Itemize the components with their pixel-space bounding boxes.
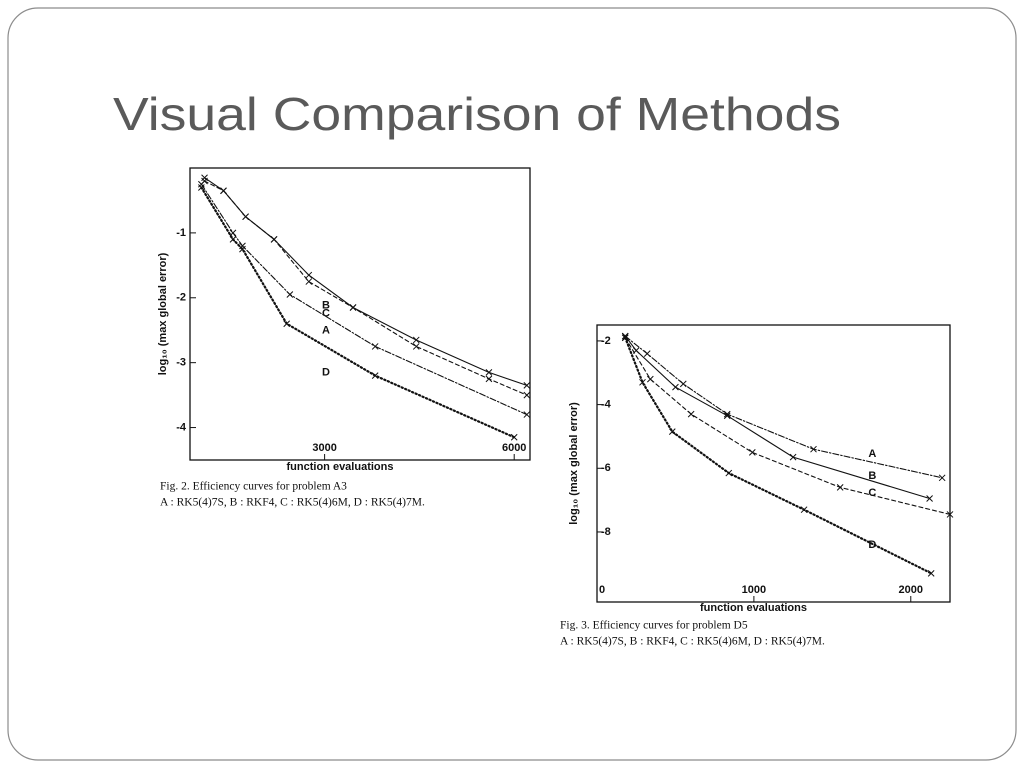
y-tick-label: -6 [601,462,611,474]
point-marker [679,380,687,388]
point-marker [412,336,420,344]
point-marker [836,484,844,491]
plot-frame [596,324,951,603]
series-label: D [868,539,876,551]
x-tick-label: 6000 [502,442,526,454]
point-marker [201,177,208,185]
x-axis-label: function evaluations [287,461,394,473]
caption: A : RK5(4)7S, B : RKF4, C : RK5(4)6M, D … [160,497,425,509]
point-marker [621,332,629,340]
point-marker [242,213,249,221]
y-axis-label: log₁₀ (max global error) [157,252,169,375]
point-marker [229,236,237,243]
series-line [624,336,933,575]
point-marker [927,569,935,577]
point-marker [305,278,313,285]
point-marker [371,372,379,379]
caption: A : RK5(4)7S, B : RKF4, C : RK5(4)6M, D … [560,636,825,648]
point-marker [523,391,531,399]
point-marker [672,383,679,391]
x-tick-label: 3000 [312,442,336,454]
point-marker [946,511,954,518]
point-marker [668,428,676,436]
point-marker [305,271,313,279]
point-marker [643,350,651,358]
point-marker [810,445,817,453]
point-marker [800,506,808,514]
point-marker [725,469,733,477]
caption: Fig. 3. Efficiency curves for problem D5 [560,620,748,632]
x-axis-label: function evaluations [700,602,807,614]
point-marker [198,184,205,191]
series-line [624,335,943,479]
slide-title: Visual Comparison of Methods [113,88,841,140]
series-label: C [322,308,330,320]
series-label: A [868,448,876,460]
point-marker [286,291,294,298]
point-marker [621,334,629,342]
series-label: B [322,300,330,312]
point-marker [646,375,654,383]
series-line [624,337,951,515]
point-marker [639,378,646,386]
point-marker [485,375,493,383]
caption: Fig. 2. Efficiency curves for problem A3 [160,481,347,493]
y-axis-label: log₁₀ (max global error) [568,402,580,525]
y-tick-label: -2 [176,292,186,304]
series-label: D [322,367,330,379]
point-marker [687,410,695,418]
y-tick-label: -8 [601,526,611,538]
series-line [200,186,516,439]
x-tick-label: 0 [599,584,605,596]
y-tick-label: -1 [176,227,186,239]
point-marker [523,382,531,389]
point-marker [201,174,208,182]
plot-frame [189,167,531,461]
y-tick-label: -4 [176,421,187,433]
point-marker [270,236,278,243]
series-label: B [868,470,876,482]
point-marker [510,433,518,441]
point-marker [283,320,291,328]
point-marker [239,245,246,253]
series-label: A [322,324,330,336]
point-marker [229,229,237,237]
point-marker [349,304,357,311]
point-marker [485,369,493,376]
point-marker [220,187,227,195]
point-marker [926,495,933,502]
x-tick-label: 1000 [742,584,766,596]
point-marker [523,411,531,418]
series-line [200,183,528,416]
x-tick-label: 2000 [899,584,923,596]
point-marker [938,474,946,482]
point-marker [789,453,797,461]
point-marker [371,343,379,350]
point-marker [723,410,731,418]
y-tick-label: -2 [601,335,611,347]
y-tick-label: -3 [176,357,186,369]
series-label: C [868,487,876,499]
point-marker [723,412,731,420]
point-marker [412,343,420,350]
y-tick-label: -4 [601,399,612,411]
point-marker [748,449,756,456]
